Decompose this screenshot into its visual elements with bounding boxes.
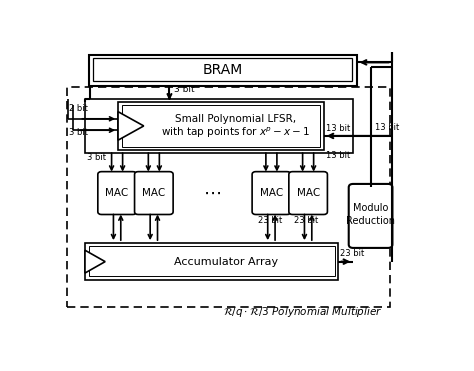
Polygon shape xyxy=(118,112,144,140)
Text: 3 bit: 3 bit xyxy=(69,128,88,137)
Text: 13 bit: 13 bit xyxy=(375,123,399,132)
Text: MAC: MAC xyxy=(106,188,129,198)
FancyBboxPatch shape xyxy=(135,172,173,214)
FancyBboxPatch shape xyxy=(85,99,353,153)
Text: MAC: MAC xyxy=(260,188,283,198)
Text: 23 bit: 23 bit xyxy=(258,216,282,225)
Text: 23 bit: 23 bit xyxy=(340,249,365,258)
Text: MAC: MAC xyxy=(297,188,320,198)
Text: Modulo: Modulo xyxy=(353,203,388,213)
FancyBboxPatch shape xyxy=(85,243,338,280)
FancyBboxPatch shape xyxy=(118,102,324,150)
FancyBboxPatch shape xyxy=(66,87,390,307)
Text: 13 bit: 13 bit xyxy=(326,151,350,160)
Text: 2 bit: 2 bit xyxy=(69,104,88,113)
Text: $\mathcal{R}/q\cdot\mathcal{R}/3$ Polynomial Multiplier: $\mathcal{R}/q\cdot\mathcal{R}/3$ Polyno… xyxy=(223,305,383,319)
FancyBboxPatch shape xyxy=(98,172,137,214)
FancyBboxPatch shape xyxy=(252,172,291,214)
Text: Reduction: Reduction xyxy=(346,216,395,226)
Text: 23 bit: 23 bit xyxy=(294,216,319,225)
FancyBboxPatch shape xyxy=(89,55,357,86)
Text: Accumulator Array: Accumulator Array xyxy=(174,257,278,267)
FancyBboxPatch shape xyxy=(349,184,392,248)
Text: Small Polynomial LFSR,: Small Polynomial LFSR, xyxy=(175,114,296,124)
Text: with tap points for $x^p - x - 1$: with tap points for $x^p - x - 1$ xyxy=(161,126,310,140)
Polygon shape xyxy=(85,250,105,273)
Text: BRAM: BRAM xyxy=(202,63,243,77)
Text: MAC: MAC xyxy=(142,188,165,198)
FancyBboxPatch shape xyxy=(289,172,328,214)
Text: 3 bit: 3 bit xyxy=(174,85,194,94)
Text: $\cdots$: $\cdots$ xyxy=(203,184,221,202)
Text: 13 bit: 13 bit xyxy=(326,124,350,133)
Text: 3 bit: 3 bit xyxy=(87,153,106,162)
